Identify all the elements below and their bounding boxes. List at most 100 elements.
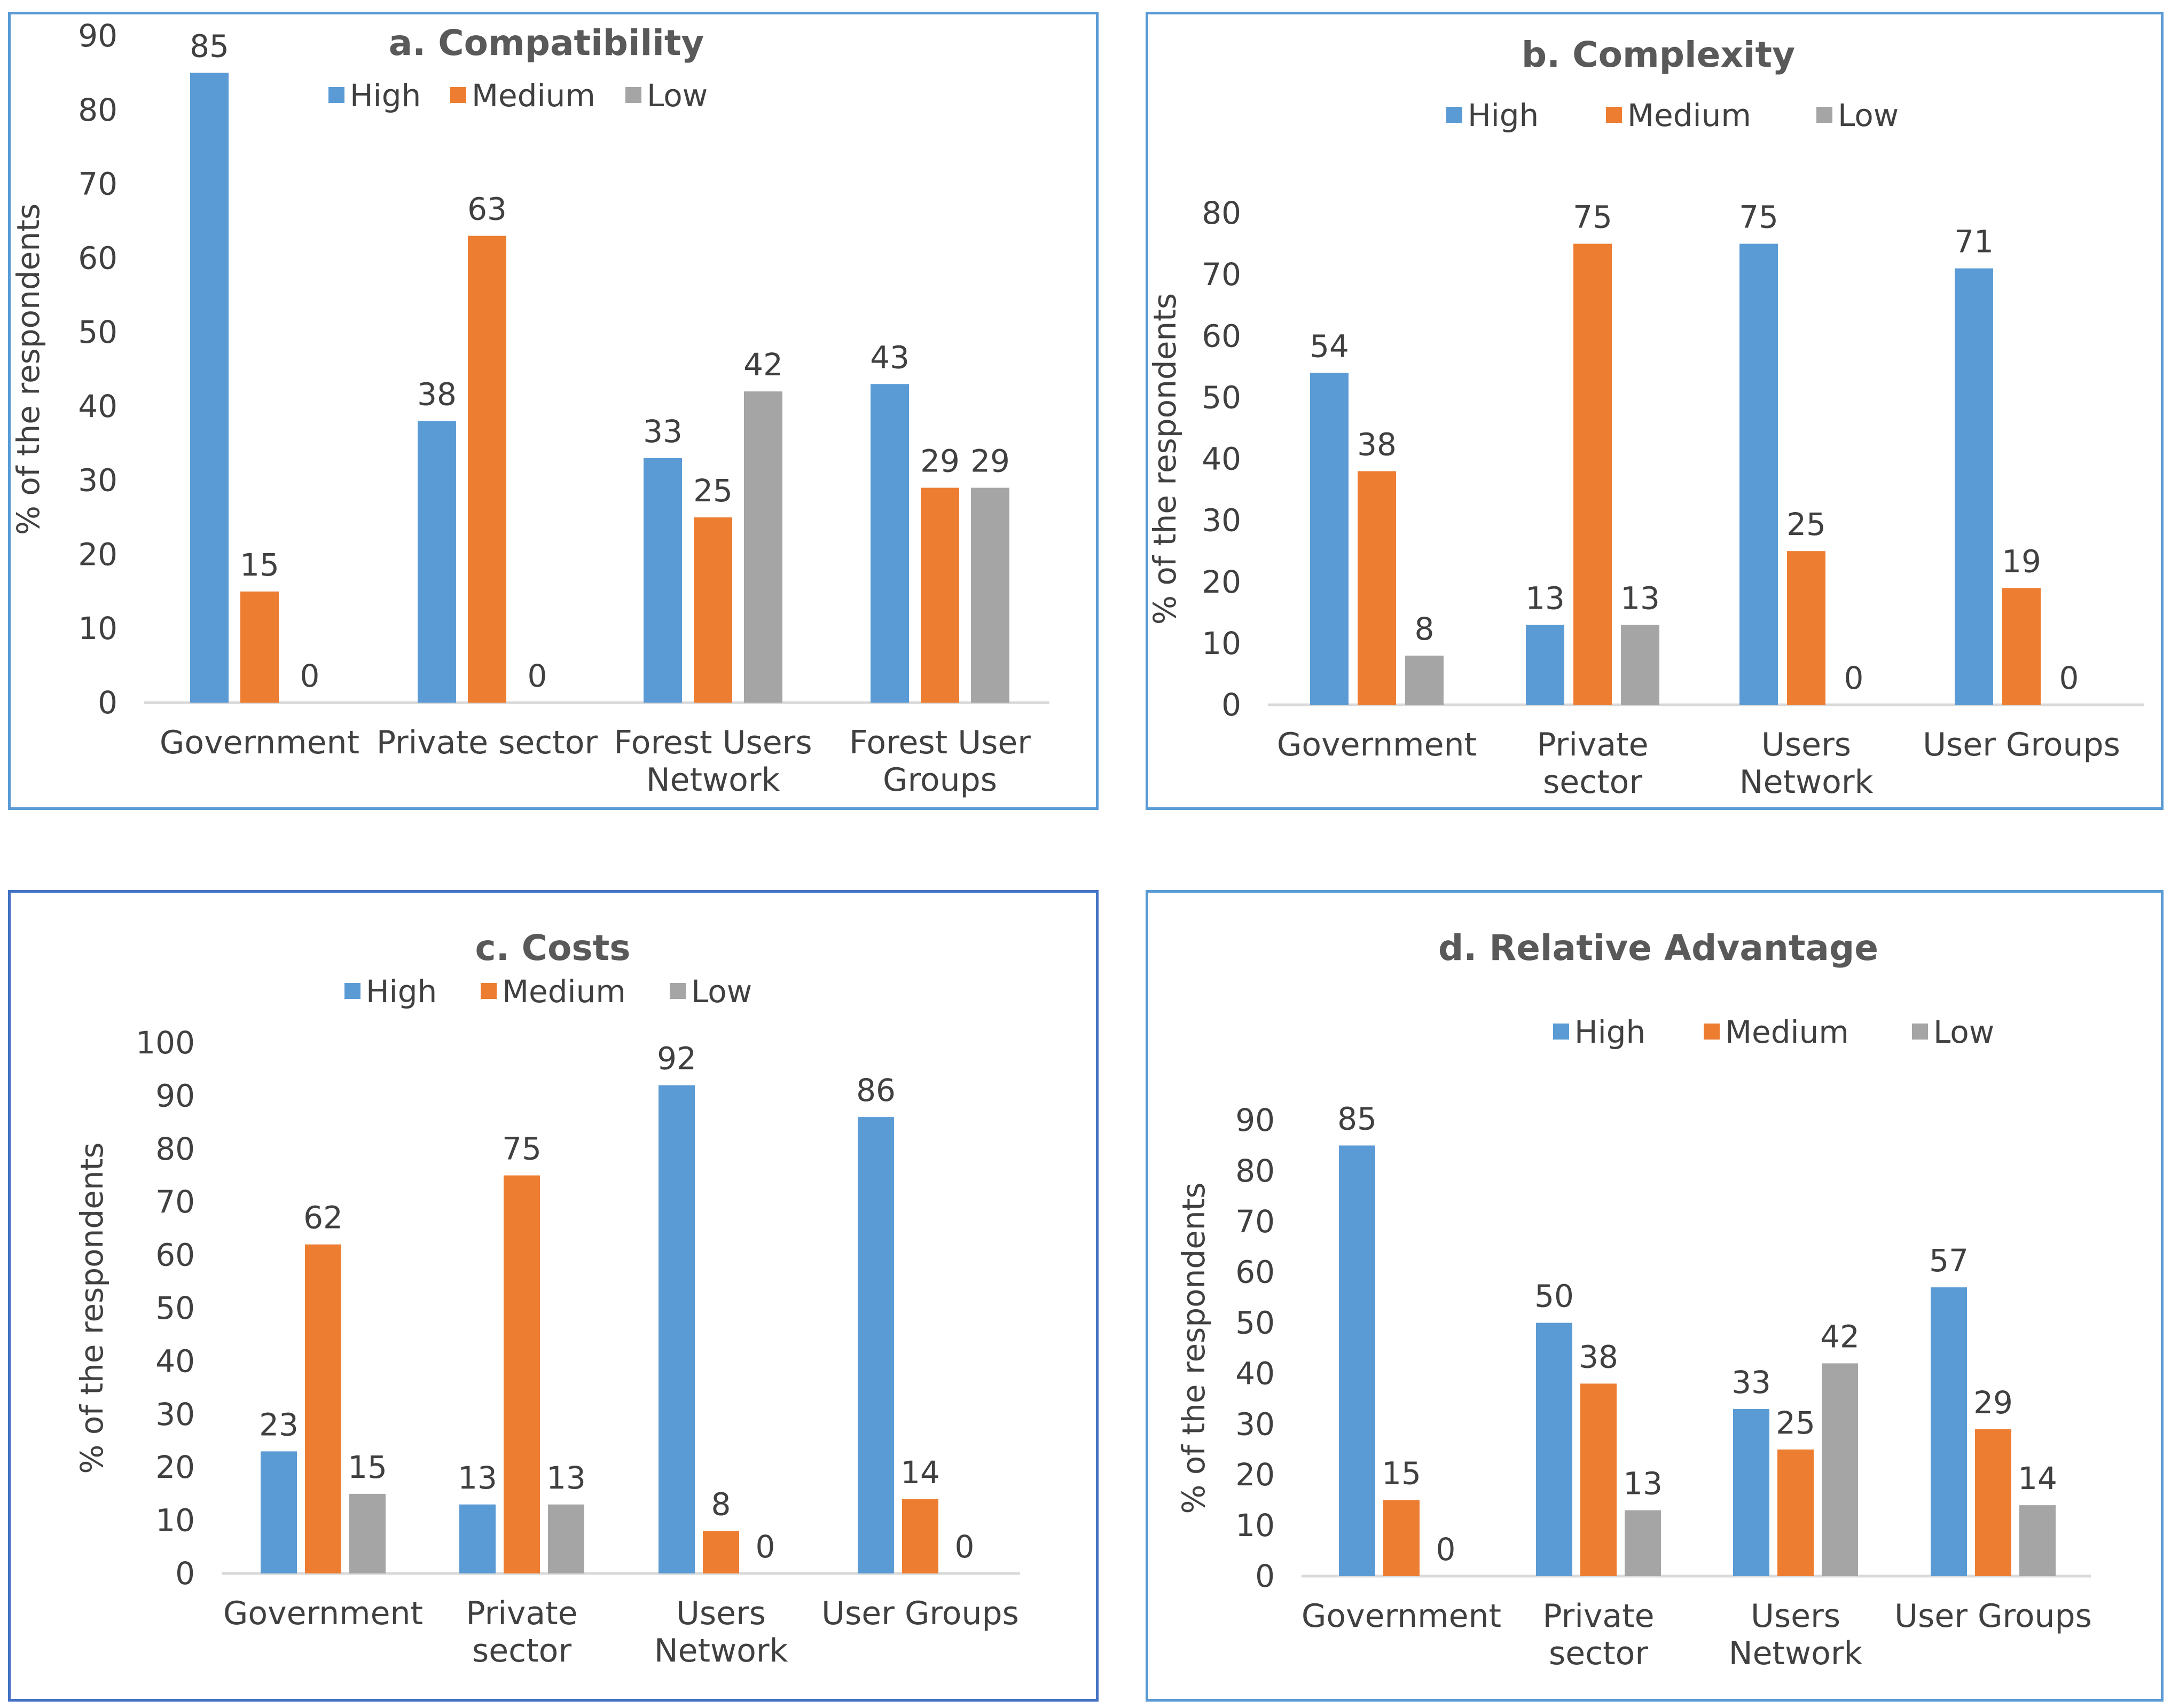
category-label: Government [1302, 1597, 1501, 1635]
y-tick-label: 100 [136, 1025, 195, 1061]
data-label-low: 29 [970, 443, 1010, 479]
data-label-low: 42 [743, 347, 783, 383]
bar-high [1931, 1287, 1967, 1576]
bar-high [1733, 1408, 1769, 1576]
y-axis-label: % of the respondents [74, 1142, 110, 1474]
y-tick-label: 80 [78, 92, 117, 128]
data-label-medium: 8 [711, 1486, 731, 1522]
legend-label-medium: Medium [472, 77, 595, 114]
bar-medium [921, 487, 959, 703]
bar-high [871, 384, 909, 703]
data-label-medium: 38 [1579, 1339, 1618, 1375]
bar-medium [240, 591, 279, 703]
data-label-medium: 25 [1776, 1405, 1815, 1441]
data-label-high: 85 [190, 28, 229, 64]
y-tick-label: 80 [155, 1131, 195, 1167]
y-tick-label: 50 [1202, 379, 1241, 415]
data-label-low: 15 [348, 1449, 387, 1485]
y-tick-label: 60 [78, 240, 117, 276]
bar-medium [1777, 1449, 1814, 1576]
legend-label-low: Low [647, 77, 708, 114]
data-label-medium: 15 [240, 547, 279, 583]
y-tick-label: 30 [155, 1396, 195, 1432]
legend-label-high: High [366, 973, 437, 1010]
y-tick-label: 10 [1202, 625, 1241, 662]
y-tick-label: 0 [1221, 687, 1241, 723]
category-label: Forest User Groups [849, 724, 1031, 799]
bar-high [1739, 243, 1778, 705]
y-tick-label: 20 [1235, 1457, 1275, 1493]
y-axis-label: % of the respondents [1148, 293, 1183, 625]
bar-medium [1975, 1429, 2011, 1576]
bar-high [644, 458, 682, 703]
y-tick-label: 10 [1235, 1507, 1275, 1544]
data-label-low: 0 [528, 658, 547, 694]
legend-swatch-high [1553, 1024, 1569, 1040]
category-label: Government [160, 724, 359, 761]
y-tick-label: 60 [1235, 1254, 1275, 1290]
y-tick-label: 30 [1202, 502, 1241, 539]
category-label: Users Network [1739, 726, 1874, 801]
y-tick-label: 60 [155, 1237, 195, 1273]
category-label: Private sector [466, 1595, 577, 1670]
y-tick-label: 70 [1202, 256, 1241, 293]
legend-swatch-medium [481, 983, 497, 999]
bar-high [190, 73, 229, 703]
legend-label-high: High [1468, 97, 1539, 133]
data-label-medium: 75 [1573, 199, 1612, 235]
bar-medium [1580, 1383, 1617, 1576]
bar-low [349, 1493, 386, 1573]
data-label-medium: 29 [920, 443, 960, 479]
bar-low [548, 1504, 584, 1573]
legend-label-low: Low [1838, 97, 1899, 133]
data-label-high: 57 [1929, 1242, 1969, 1279]
data-label-medium: 14 [900, 1454, 940, 1491]
category-label: User Groups [1894, 1597, 2092, 1635]
bar-low [1405, 655, 1444, 705]
data-label-high: 71 [1954, 224, 1994, 260]
y-tick-label: 90 [155, 1077, 195, 1114]
bar-medium [1383, 1500, 1420, 1576]
legend-label-medium: Medium [502, 973, 626, 1010]
category-label: Private sector [377, 724, 598, 761]
y-axis-label: % of the respondents [1175, 1182, 1212, 1514]
bar-low [971, 487, 1009, 703]
legend-swatch-high [328, 87, 344, 103]
y-tick-label: 20 [1202, 564, 1241, 600]
bar-high [1955, 268, 1993, 705]
bar-medium [694, 517, 732, 703]
data-label-low: 0 [1436, 1531, 1456, 1568]
y-tick-label: 40 [1202, 441, 1241, 477]
y-tick-label: 40 [1235, 1355, 1275, 1391]
chart-svg-compatibility: a. Compatibility High Medium Low % of the re… [11, 18, 1049, 799]
legend-swatch-low [625, 87, 641, 103]
data-label-low: 0 [300, 658, 320, 694]
bar-medium [305, 1244, 341, 1573]
bar-low [1621, 625, 1659, 705]
y-tick-label: 30 [78, 462, 117, 499]
chart-panel-costs: c. Costs High Medium Low % of the respondent… [8, 890, 1099, 1702]
data-label-high: 13 [1525, 580, 1565, 616]
data-label-high: 33 [1731, 1364, 1771, 1400]
bar-medium [1573, 243, 1612, 705]
category-label: Private sector [1542, 1597, 1654, 1672]
legend-swatch-high [344, 983, 360, 999]
data-label-low: 14 [2018, 1460, 2057, 1497]
data-label-high: 54 [1310, 328, 1349, 364]
bar-medium [1787, 551, 1825, 705]
data-label-high: 13 [458, 1460, 497, 1496]
data-label-low: 13 [1620, 580, 1660, 616]
legend-swatch-low [1912, 1024, 1928, 1040]
data-label-medium: 63 [467, 191, 507, 227]
bar-high [1536, 1323, 1572, 1576]
data-label-low: 42 [1820, 1318, 1860, 1355]
bar-medium [703, 1531, 739, 1573]
y-tick-label: 40 [155, 1343, 195, 1379]
category-label: User Groups [821, 1595, 1019, 1632]
y-tick-label: 50 [1235, 1305, 1275, 1341]
data-label-high: 50 [1534, 1278, 1574, 1315]
bar-high [1339, 1145, 1375, 1576]
data-label-medium: 38 [1357, 427, 1397, 463]
data-label-high: 43 [870, 339, 910, 375]
data-label-medium: 25 [693, 473, 733, 509]
